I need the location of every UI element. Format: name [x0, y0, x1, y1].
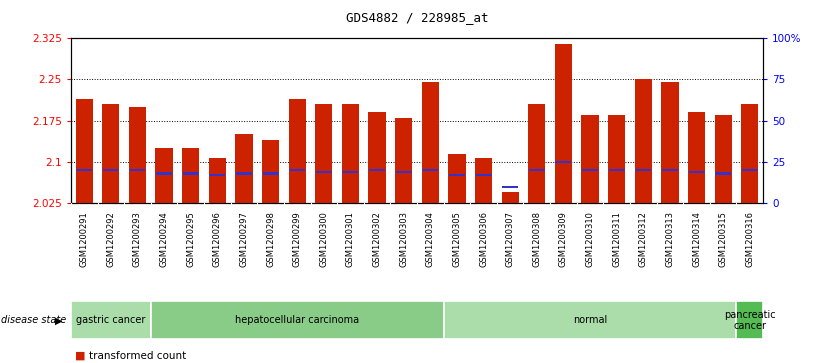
Text: GSM1200307: GSM1200307 [505, 211, 515, 267]
Bar [716, 172, 731, 175]
Bar [103, 104, 119, 203]
Bar [315, 104, 333, 203]
Bar [582, 169, 598, 171]
Bar [183, 172, 198, 175]
Text: normal: normal [573, 315, 607, 325]
Bar [289, 169, 305, 171]
Bar [688, 113, 706, 203]
Text: GSM1200302: GSM1200302 [373, 211, 382, 267]
Text: gastric cancer: gastric cancer [76, 315, 145, 325]
Text: ■: ■ [75, 351, 86, 361]
Bar [555, 161, 571, 163]
Bar [103, 169, 118, 171]
Bar [501, 192, 519, 203]
Text: disease state: disease state [1, 315, 66, 325]
Bar [741, 104, 758, 203]
Bar [736, 301, 763, 339]
Bar [609, 169, 625, 171]
Text: hepatocellular carcinoma: hepatocellular carcinoma [235, 315, 359, 325]
Text: GSM1200314: GSM1200314 [692, 211, 701, 267]
Bar [343, 171, 359, 173]
Text: GSM1200303: GSM1200303 [399, 211, 408, 267]
Bar [236, 172, 252, 175]
Bar [76, 169, 93, 171]
Bar [444, 301, 736, 339]
Bar [475, 158, 492, 203]
Text: GSM1200311: GSM1200311 [612, 211, 621, 267]
Bar [581, 115, 599, 203]
Text: GSM1200312: GSM1200312 [639, 211, 648, 267]
Bar [395, 118, 412, 203]
Text: GSM1200292: GSM1200292 [106, 211, 115, 266]
Bar [661, 82, 679, 203]
Bar [528, 104, 545, 203]
Bar [608, 115, 626, 203]
Bar [369, 113, 385, 203]
Bar [422, 82, 439, 203]
Bar [422, 169, 439, 171]
Text: GSM1200308: GSM1200308 [532, 211, 541, 267]
Text: GSM1200306: GSM1200306 [479, 211, 488, 267]
Bar [475, 174, 491, 176]
Text: GSM1200293: GSM1200293 [133, 211, 142, 267]
Bar [289, 99, 306, 203]
Text: GSM1200305: GSM1200305 [452, 211, 461, 267]
Bar [449, 154, 465, 203]
Text: GSM1200299: GSM1200299 [293, 211, 302, 266]
Bar [76, 99, 93, 203]
Bar [502, 185, 518, 188]
Bar [555, 44, 572, 203]
Bar [741, 169, 758, 171]
Bar [636, 169, 651, 171]
Text: GSM1200300: GSM1200300 [319, 211, 329, 267]
Bar [129, 169, 145, 171]
Bar [689, 171, 705, 173]
Bar [529, 169, 545, 171]
Bar [71, 301, 151, 339]
Text: GSM1200309: GSM1200309 [559, 211, 568, 267]
Text: pancreatic
cancer: pancreatic cancer [724, 310, 776, 331]
Text: GDS4882 / 228985_at: GDS4882 / 228985_at [346, 11, 488, 24]
Bar [209, 174, 225, 176]
Bar [395, 171, 412, 173]
Bar [262, 140, 279, 203]
Bar [449, 174, 465, 176]
Text: GSM1200291: GSM1200291 [80, 211, 88, 266]
Bar [235, 134, 253, 203]
Text: GSM1200301: GSM1200301 [346, 211, 355, 267]
Bar [151, 301, 444, 339]
Bar [342, 104, 359, 203]
Bar [715, 115, 731, 203]
Bar [208, 158, 226, 203]
Text: GSM1200316: GSM1200316 [746, 211, 754, 267]
Text: transformed count: transformed count [89, 351, 187, 361]
Text: GSM1200304: GSM1200304 [426, 211, 435, 267]
Text: ▶: ▶ [55, 315, 63, 325]
Bar [316, 171, 332, 173]
Bar [662, 169, 678, 171]
Bar [128, 107, 146, 203]
Text: GSM1200294: GSM1200294 [159, 211, 168, 266]
Bar [156, 172, 172, 175]
Bar [182, 148, 199, 203]
Text: GSM1200315: GSM1200315 [719, 211, 728, 267]
Text: GSM1200296: GSM1200296 [213, 211, 222, 267]
Text: GSM1200297: GSM1200297 [239, 211, 249, 267]
Bar [369, 169, 385, 171]
Text: GSM1200310: GSM1200310 [585, 211, 595, 267]
Text: GSM1200313: GSM1200313 [666, 211, 675, 267]
Bar [263, 172, 279, 175]
Text: GSM1200295: GSM1200295 [186, 211, 195, 266]
Bar [635, 79, 652, 203]
Text: GSM1200298: GSM1200298 [266, 211, 275, 267]
Bar [155, 148, 173, 203]
